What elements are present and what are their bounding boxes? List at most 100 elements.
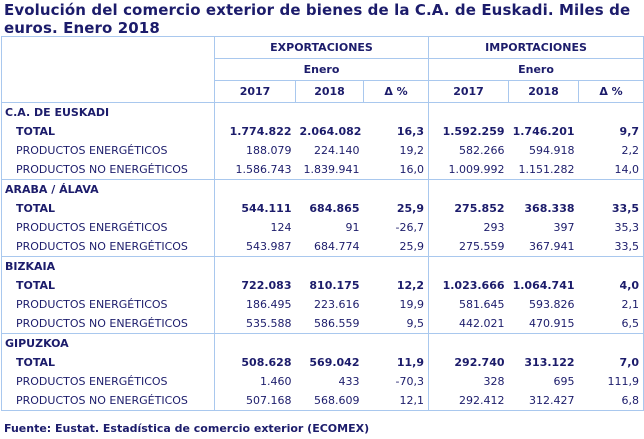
table-row: PRODUCTOS NO ENERGÉTICOS 507.168 568.609 12… [1, 391, 644, 411]
value-exp2018: 223.616 [314, 298, 360, 311]
section-header-row: GIPUZKOA [1, 333, 644, 353]
row-label: PRODUCTOS NO ENERGÉTICOS [1, 160, 215, 180]
value-impd: 2,1 [578, 295, 644, 314]
value-imp2017: 275.559 [428, 237, 509, 257]
value-exp2018: 1.839.941 [303, 163, 360, 176]
imports-header: IMPORTACIONES [428, 36, 644, 59]
value-impd: 7,0 [578, 353, 644, 372]
value-exp2018: 2.064.082 [299, 125, 362, 138]
value-imp2017: 292.412 [428, 391, 509, 411]
corner-cell [1, 36, 215, 103]
value-imp2017: 1.592.259 [428, 122, 509, 141]
row-label: TOTAL [1, 122, 215, 141]
value-impd: 35,3 [578, 218, 644, 237]
value-imp2017: 1.009.992 [428, 160, 509, 180]
row-label: TOTAL [1, 199, 215, 218]
value-exp2018: 91 [345, 221, 360, 234]
value-imp2018: 313.122 [524, 356, 575, 369]
table-row: PRODUCTOS NO ENERGÉTICOS 543.987 684.774 25… [1, 237, 644, 257]
section-header-row: ARABA / ÁLAVA [1, 179, 644, 199]
section-spacer [213, 256, 430, 276]
row-label: PRODUCTOS ENERGÉTICOS [1, 295, 215, 314]
value-impd: 14,0 [578, 160, 644, 180]
section-name: C.A. DE EUSKADI [1, 102, 215, 122]
value-exp2017: 507.168 [214, 391, 296, 411]
value-imp2017: 275.852 [428, 199, 509, 218]
section-header-row: BIZKAIA [1, 256, 644, 276]
value-expd: -70,3 [363, 372, 430, 391]
value-imp2017: 292.740 [428, 353, 509, 372]
value-imp2018: 1.064.741 [512, 279, 575, 292]
value-imp2017: 442.021 [428, 314, 509, 334]
exports-header: EXPORTACIONES [213, 36, 430, 59]
table-title: Evolución del comercio exterior de biene… [4, 1, 631, 37]
value-imp2017: 328 [428, 372, 509, 391]
section-name: GIPUZKOA [1, 333, 215, 353]
value-exp2017: 1.586.743 [214, 160, 296, 180]
value-imp2017: 1.023.666 [428, 276, 509, 295]
value-imp2018: 367.941 [529, 240, 575, 253]
row-label: PRODUCTOS NO ENERGÉTICOS [1, 314, 215, 334]
value-exp2017: 1.774.822 [214, 122, 296, 141]
value-exp2017: 722.083 [214, 276, 296, 295]
total-row: TOTAL 722.083 810.175 12,2 1.023.666 1.064.74… [1, 276, 644, 295]
value-expd: 25,9 [363, 237, 430, 257]
value-exp2017: 535.588 [214, 314, 296, 334]
exp-year-2017: 2017 [214, 80, 296, 103]
value-expd: 11,9 [363, 353, 430, 372]
value-exp2017: 1.460 [214, 372, 296, 391]
section-spacer [213, 102, 430, 122]
section-spacer [428, 179, 644, 199]
value-exp2017: 543.987 [214, 237, 296, 257]
value-impd: 33,5 [578, 199, 644, 218]
value-exp2018: 568.609 [295, 391, 364, 411]
value-impd: 4,0 [578, 276, 644, 295]
exp-delta-header: Δ % [362, 80, 430, 103]
table-row: PRODUCTOS NO ENERGÉTICOS 535.588 586.559 9,… [1, 314, 644, 334]
value-exp2018: 684.774 [314, 240, 360, 253]
section-spacer [428, 256, 644, 276]
section-spacer [213, 333, 430, 353]
value-impd: 9,7 [578, 122, 644, 141]
imp-delta-header: Δ % [578, 80, 644, 103]
value-imp2018: 368.338 [524, 202, 575, 215]
value-exp2017: 124 [214, 218, 296, 237]
section-name: BIZKAIA [1, 256, 215, 276]
value-expd: 16,3 [363, 122, 430, 141]
imports-period: Enero [428, 58, 644, 81]
value-impd: 33,5 [578, 237, 644, 257]
row-label: PRODUCTOS NO ENERGÉTICOS [1, 237, 215, 257]
section-spacer [213, 179, 430, 199]
value-imp2017: 582.266 [428, 141, 509, 160]
value-impd: 6,5 [578, 314, 644, 334]
value-exp2018: 586.559 [314, 317, 360, 330]
table-row: PRODUCTOS ENERGÉTICOS 1.460 433 -70,3 328 695… [1, 372, 644, 391]
value-imp2018: 594.918 [529, 144, 575, 157]
exp-year-2018: 2018 [295, 80, 364, 103]
row-label: PRODUCTOS ENERGÉTICOS [1, 141, 215, 160]
section-spacer [428, 102, 644, 122]
value-imp2018: 1.746.201 [512, 125, 575, 138]
value-imp2018: 593.826 [529, 298, 575, 311]
value-imp2018: 312.427 [508, 391, 579, 411]
imp-year-2017: 2017 [428, 80, 510, 103]
value-imp2017: 581.645 [428, 295, 509, 314]
value-exp2018: 810.175 [309, 279, 360, 292]
section-header-row: C.A. DE EUSKADI [1, 102, 644, 122]
value-exp2017: 188.079 [214, 141, 296, 160]
value-imp2018: 1.151.282 [518, 163, 575, 176]
row-label: PRODUCTOS ENERGÉTICOS [1, 218, 215, 237]
value-expd: 12,1 [363, 391, 430, 411]
value-impd: 2,2 [578, 141, 644, 160]
value-expd: 19,9 [363, 295, 430, 314]
value-exp2017: 186.495 [214, 295, 296, 314]
value-imp2018: 470.915 [529, 317, 575, 330]
value-imp2018: 695 [553, 375, 575, 388]
value-expd: 16,0 [363, 160, 430, 180]
value-imp2018: 397 [553, 221, 575, 234]
section-name: ARABA / ÁLAVA [1, 179, 215, 199]
source-note: Fuente: Eustat. Estadística de comercio … [4, 422, 370, 435]
row-label: TOTAL [1, 276, 215, 295]
table-row: PRODUCTOS NO ENERGÉTICOS 1.586.743 1.839.9… [1, 160, 644, 180]
total-row: TOTAL 508.628 569.042 11,9 292.740 313.122 7,0 [1, 353, 644, 372]
